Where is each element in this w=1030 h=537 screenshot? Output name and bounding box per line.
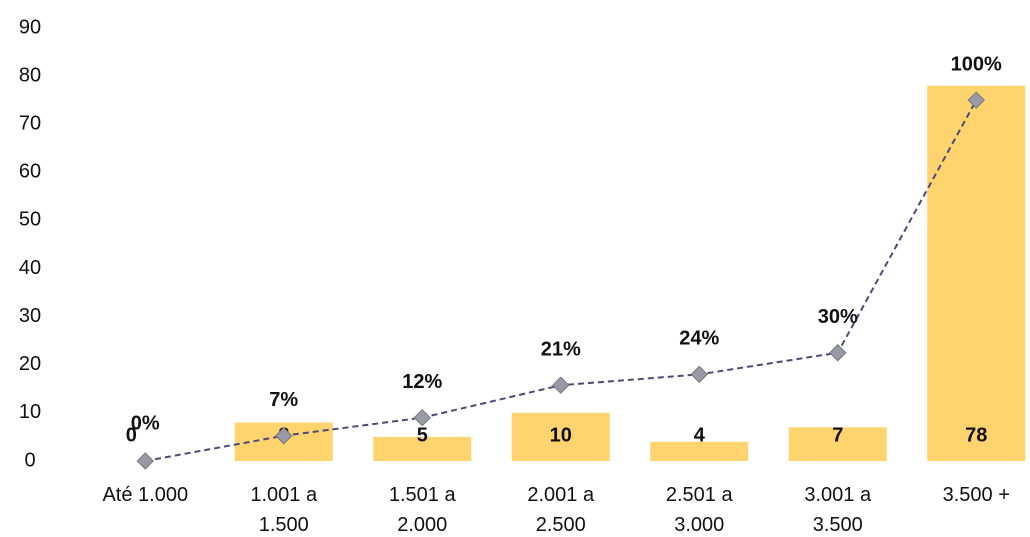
y-tick-label: 40	[19, 257, 41, 279]
line-value-label: 0%	[131, 412, 160, 434]
line-value-label: 21%	[541, 339, 581, 361]
line-value-label: 24%	[679, 328, 719, 350]
line-marker	[275, 427, 293, 445]
y-tick-label: 60	[19, 161, 41, 183]
x-tick-label: 2.001 a 2.500	[527, 484, 595, 536]
y-tick-label: 90	[19, 16, 41, 38]
line-value-label: 7%	[269, 389, 298, 411]
line-marker	[829, 344, 847, 362]
y-tick-label: 80	[19, 64, 41, 86]
bar	[650, 441, 749, 461]
y-tick-label: 50	[19, 209, 41, 231]
line-value-label: 100%	[951, 53, 1002, 75]
line-value-label: 12%	[402, 371, 442, 393]
x-tick-label: Até 1.000	[102, 484, 189, 506]
line-value-label: 30%	[818, 306, 858, 328]
line-marker	[552, 376, 570, 394]
bar-value-label: 7	[832, 424, 843, 446]
line-marker	[136, 452, 154, 470]
bar-value-label: 5	[417, 424, 428, 446]
bar	[373, 436, 472, 461]
bar-value-label: 4	[694, 424, 706, 446]
y-tick-label: 0	[24, 449, 35, 471]
x-tick-label: 2.501 a 3.000	[665, 484, 733, 536]
y-tick-label: 70	[19, 113, 41, 135]
bar-value-label: 78	[965, 424, 987, 446]
bar	[511, 412, 610, 461]
line-marker	[690, 365, 708, 384]
x-tick-label: 3.001 a 3.500	[804, 484, 872, 536]
bar	[927, 85, 1026, 461]
x-tick-label: 3.500 +	[942, 484, 1010, 506]
y-tick-label: 10	[19, 401, 41, 423]
line-marker	[967, 91, 985, 109]
bar-value-label: 0	[126, 424, 137, 446]
bar	[788, 427, 887, 461]
y-tick-label: 20	[19, 353, 41, 375]
bar-value-label: 10	[550, 424, 572, 446]
x-tick-label: 1.501 a 2.000	[388, 484, 456, 536]
x-tick-label: 1.001 a 1.500	[250, 484, 318, 536]
y-tick-label: 30	[19, 305, 41, 327]
line-marker	[413, 408, 431, 427]
